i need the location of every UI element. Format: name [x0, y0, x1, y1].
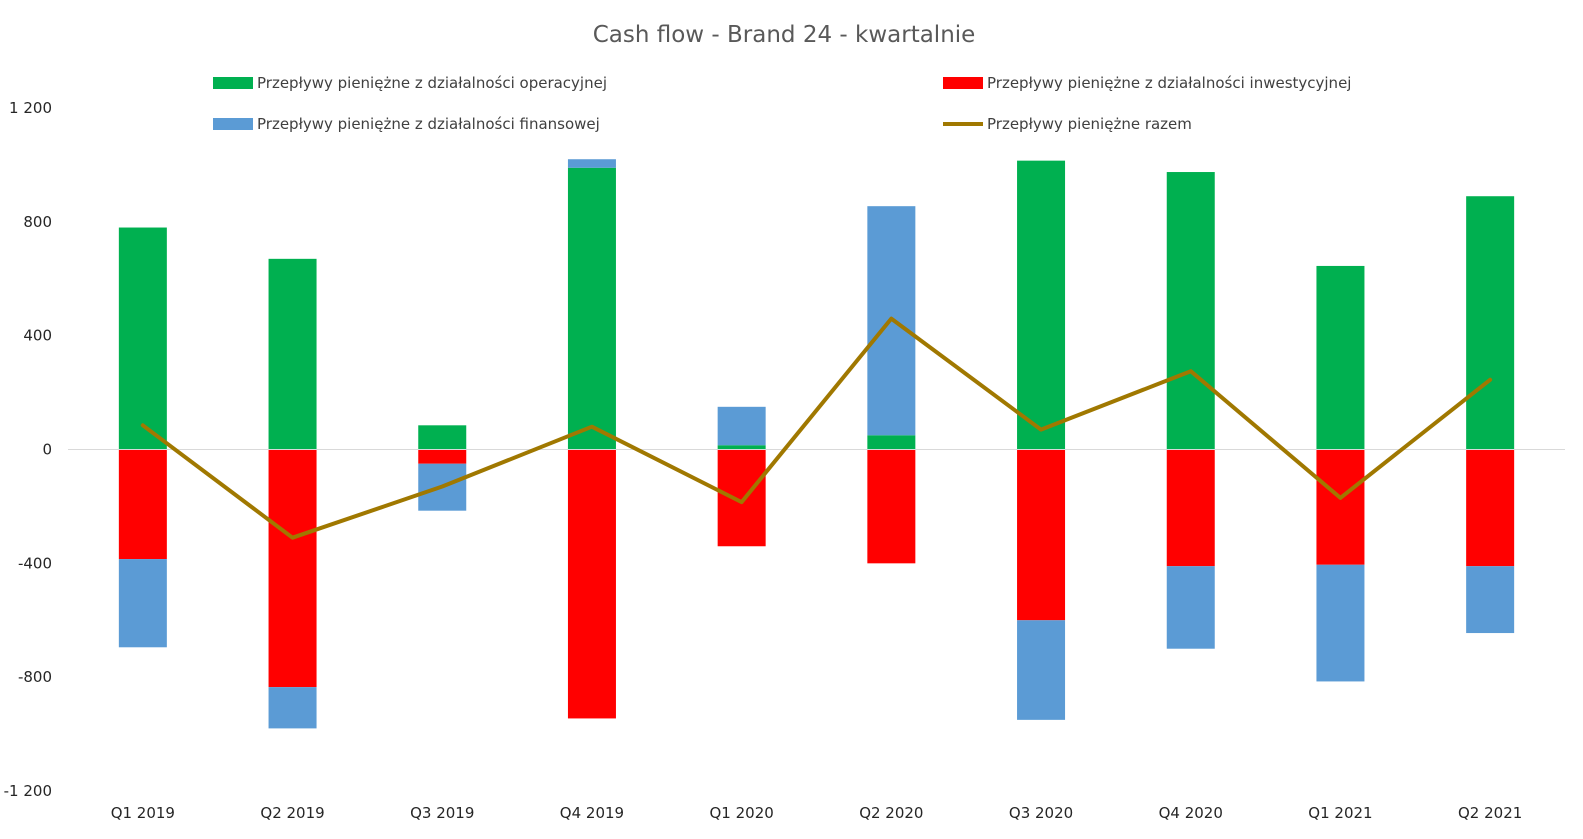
x-tick-label: Q2 2019: [260, 804, 324, 822]
bar-segment: [268, 449, 317, 688]
y-tick-label: -800: [18, 668, 52, 686]
x-tick-label: Q2 2021: [1458, 804, 1522, 822]
bar-segment: [1166, 172, 1215, 450]
bar-segment: [717, 445, 766, 450]
bar-segment: [268, 687, 317, 729]
bar-segment: [118, 559, 167, 648]
bar-segment: [717, 449, 766, 547]
y-tick-label: -400: [18, 554, 52, 572]
y-tick-label: 800: [23, 213, 52, 231]
bar-segment: [1466, 196, 1515, 450]
x-tick-label: Q2 2020: [859, 804, 923, 822]
x-tick-label: Q4 2019: [560, 804, 624, 822]
bar-segment: [418, 425, 467, 450]
x-tick-label: Q3 2020: [1009, 804, 1073, 822]
bar-segment: [1466, 449, 1515, 567]
x-tick-label: Q1 2020: [710, 804, 774, 822]
bar-segment: [1316, 564, 1365, 682]
bar-segment: [1166, 566, 1215, 649]
bar-segment: [567, 167, 616, 450]
legend-label: Przepływy pieniężne z działalności inwes…: [987, 74, 1351, 92]
legend-swatch: [213, 118, 253, 130]
legend-swatch: [943, 77, 983, 89]
bar-segment: [118, 449, 167, 560]
bar-segment: [268, 258, 317, 450]
chart-title: Cash flow - Brand 24 - kwartalnie: [593, 22, 976, 48]
x-axis: Q1 2019 Q2 2019 Q3 2019 Q4 2019 Q1 2020 Q2 20…: [111, 804, 1523, 822]
x-tick-label: Q1 2021: [1308, 804, 1372, 822]
bar-segment: [717, 406, 766, 446]
bar-segment: [1316, 449, 1365, 565]
bar-segment: [867, 449, 916, 564]
legend-label: Przepływy pieniężne z działalności opera…: [257, 74, 607, 92]
y-tick-label: 1 200: [9, 99, 52, 117]
bars: [118, 159, 1515, 729]
bar-segment: [118, 227, 167, 450]
y-tick-label: 400: [23, 327, 52, 345]
bar-segment: [1166, 449, 1215, 567]
legend-label: Przepływy pieniężne z działalności finan…: [257, 115, 600, 133]
y-axis: -1 200 -800 -400 0 400 800 1 200: [4, 99, 52, 800]
x-tick-label: Q1 2019: [111, 804, 175, 822]
y-tick-label: 0: [42, 441, 52, 459]
y-tick-label: -1 200: [4, 782, 52, 800]
legend-label: Przepływy pieniężne razem: [987, 115, 1192, 133]
legend-swatch: [213, 77, 253, 89]
bar-segment: [1466, 566, 1515, 634]
total-series-line: [140, 316, 1493, 540]
bar-segment: [567, 159, 616, 168]
bar-segment: [1316, 265, 1365, 450]
bar-segment: [418, 449, 467, 464]
bar-segment: [1017, 160, 1066, 450]
bar-segment: [567, 449, 616, 719]
bar-segment: [1017, 449, 1066, 621]
total-line: [140, 316, 1493, 540]
bar-segment: [1017, 620, 1066, 720]
x-tick-label: Q4 2020: [1159, 804, 1223, 822]
legend: Przepływy pieniężne z działalności opera…: [213, 74, 1351, 133]
x-tick-label: Q3 2019: [410, 804, 474, 822]
bar-segment: [867, 435, 916, 450]
